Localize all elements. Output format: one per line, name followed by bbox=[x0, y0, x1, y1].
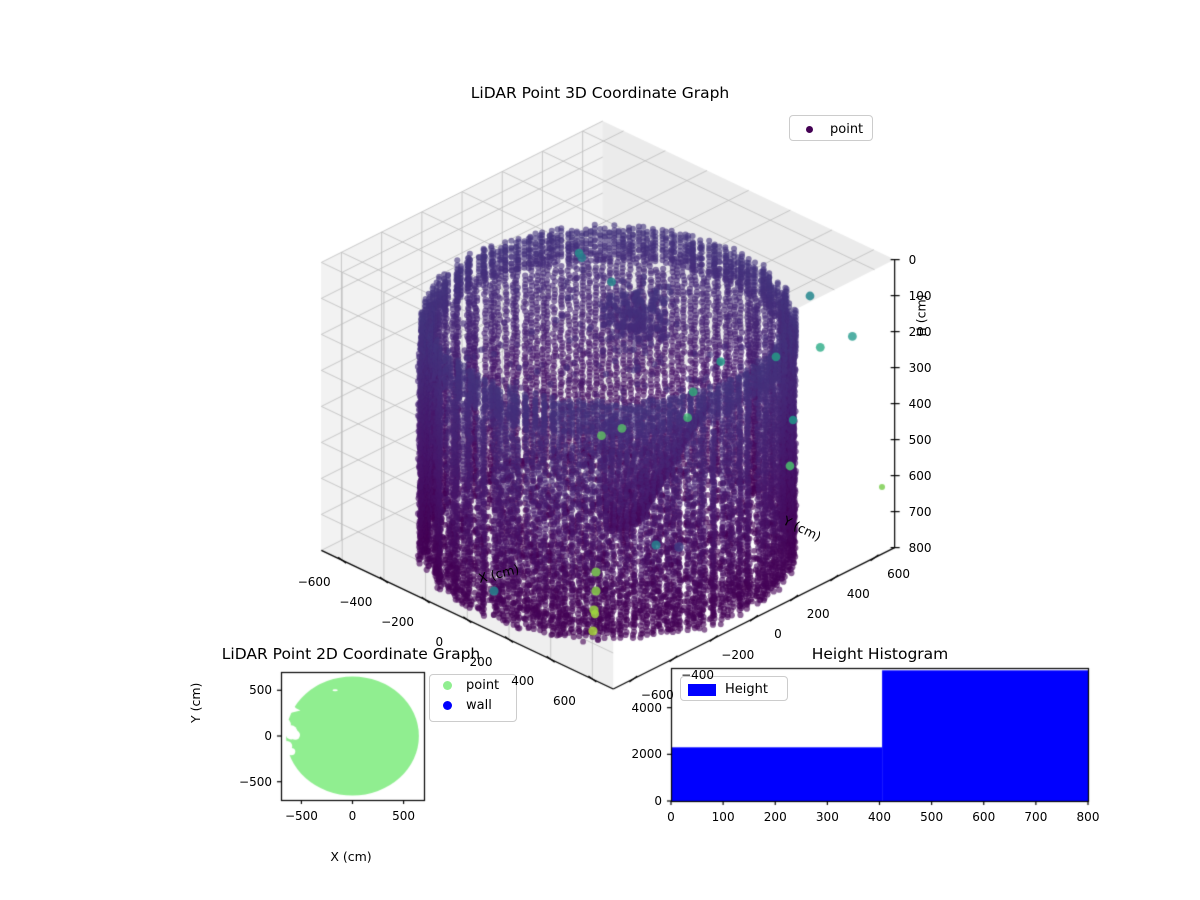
tick-h-3d-400: 400 bbox=[908, 396, 932, 411]
tick-h-3d-300: 300 bbox=[908, 360, 932, 375]
tick-x-3d-600: 600 bbox=[552, 694, 576, 709]
legend-histogram[interactable]: Height bbox=[680, 676, 788, 701]
legend-entry-height[interactable]: Height bbox=[681, 677, 787, 702]
tick-y-hist-4000: 4000 bbox=[631, 700, 662, 715]
tick-y-3d-400: 400 bbox=[846, 586, 870, 601]
legend-marker-wall-icon bbox=[436, 700, 458, 710]
tick-x-3d--400: −400 bbox=[339, 595, 373, 610]
axis-label-y-2d: Y (cm) bbox=[188, 682, 203, 723]
tick-h-3d-700: 700 bbox=[908, 504, 932, 519]
title-3d: LiDAR Point 3D Coordinate Graph bbox=[470, 84, 730, 102]
tick-x-3d-400: 400 bbox=[511, 674, 535, 689]
legend-label-height: Height bbox=[725, 682, 768, 697]
legend-2d[interactable]: point wall bbox=[429, 674, 517, 722]
tick-x-hist-300: 300 bbox=[815, 810, 839, 824]
tick-x-hist-500: 500 bbox=[920, 810, 944, 824]
tick-h-3d-500: 500 bbox=[908, 432, 932, 447]
tick-y-3d-0: 0 bbox=[774, 627, 782, 642]
tick-x-3d--600: −600 bbox=[297, 575, 331, 590]
tick-y-2d-500: 500 bbox=[249, 683, 272, 698]
tick-x-2d-500: 500 bbox=[392, 809, 416, 823]
tick-x-hist-700: 700 bbox=[1024, 810, 1048, 824]
tick-y-hist-0: 0 bbox=[654, 794, 662, 808]
title-2d: LiDAR Point 2D Coordinate Graph bbox=[221, 645, 481, 663]
legend-label-wall: wall bbox=[466, 697, 492, 713]
tick-x-3d-200: 200 bbox=[469, 654, 493, 669]
tick-y-3d--400: −400 bbox=[681, 667, 715, 682]
tick-h-3d-800: 800 bbox=[908, 540, 932, 555]
tick-y-2d--500: −500 bbox=[239, 774, 272, 789]
tick-x-2d-0: 0 bbox=[348, 809, 357, 823]
tick-h-3d-600: 600 bbox=[908, 468, 932, 483]
tick-x-hist-400: 400 bbox=[868, 810, 891, 824]
legend-entry-point[interactable]: point bbox=[430, 675, 516, 695]
legend-marker-point-icon bbox=[436, 680, 458, 690]
tick-h-3d-100: 100 bbox=[908, 288, 932, 303]
tick-x-hist-800: 800 bbox=[1076, 810, 1100, 824]
legend-entry-point[interactable]: point bbox=[790, 116, 872, 142]
tick-y-3d--200: −200 bbox=[721, 647, 755, 662]
legend-label-point: point bbox=[466, 677, 500, 693]
tick-h-3d-0: 0 bbox=[908, 252, 917, 267]
legend-entry-wall[interactable]: wall bbox=[430, 695, 516, 715]
tick-y-hist-2000: 2000 bbox=[631, 747, 662, 762]
tick-x-3d--200: −200 bbox=[381, 614, 415, 629]
tick-y-3d--600: −600 bbox=[640, 687, 674, 702]
tick-y-3d-600: 600 bbox=[887, 566, 910, 581]
axis-label-x-2d: X (cm) bbox=[330, 849, 372, 864]
tick-h-3d-200: 200 bbox=[908, 324, 932, 339]
tick-x-hist-600: 600 bbox=[972, 810, 996, 824]
title-histogram: Height Histogram bbox=[811, 645, 949, 663]
tick-x-3d-0: 0 bbox=[435, 634, 444, 649]
tick-x-hist-0: 0 bbox=[667, 810, 675, 824]
tick-x-hist-100: 100 bbox=[711, 810, 735, 824]
legend-label-point: point bbox=[830, 121, 864, 137]
tick-x-2d--500: −500 bbox=[284, 809, 318, 823]
tick-y-3d-200: 200 bbox=[806, 607, 830, 622]
tick-y-2d-0: 0 bbox=[264, 729, 272, 743]
legend-marker-height-icon bbox=[688, 683, 716, 696]
legend-3d[interactable]: point bbox=[789, 115, 873, 141]
legend-marker-point-icon bbox=[798, 125, 820, 133]
tick-x-hist-200: 200 bbox=[763, 810, 787, 824]
